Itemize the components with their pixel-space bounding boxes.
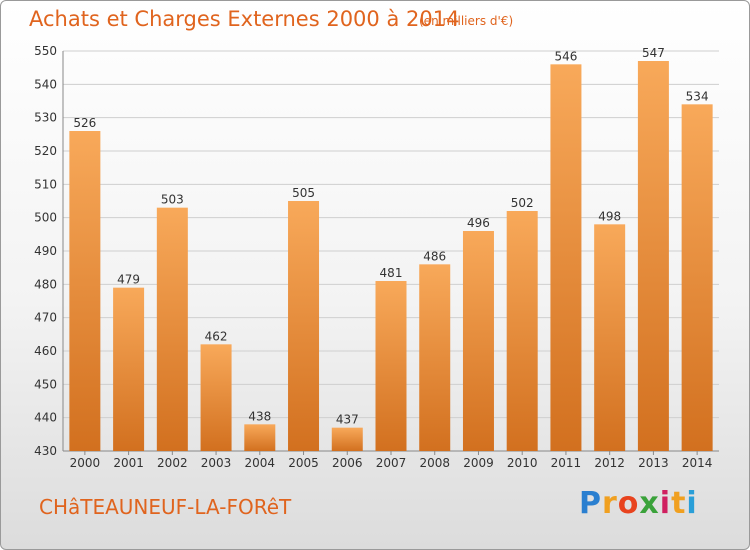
y-tick-label: 540 [34,77,57,91]
x-tick-label-2000: 2000 [70,456,101,470]
y-tick-label: 480 [34,277,57,291]
y-tick-label: 530 [34,111,57,125]
bar-2000 [69,131,101,451]
chart-title: Achats et Charges Externes 2000 à 2014 [29,7,460,31]
data-labels: 526 479 503 462 438 505 437 481 486 496 502 546 498 5… [73,46,708,427]
place-name: CHâTEAUNEUF-LA-FORêT [39,495,292,519]
x-tick-label-2013: 2013 [638,456,669,470]
y-tick-label: 450 [34,377,57,391]
bar-2007 [375,281,407,451]
data-label-2007: 481 [380,266,403,280]
x-tick-label-2012: 2012 [594,456,625,470]
data-label-2004: 438 [248,409,271,423]
x-tick-label-2006: 2006 [332,456,363,470]
data-label-2006: 437 [336,413,359,427]
logo-letter: o [617,486,640,521]
x-tick-label-2014: 2014 [682,456,713,470]
bar-2013 [637,61,669,451]
x-tick-label-2011: 2011 [551,456,582,470]
data-label-2012: 498 [598,209,621,223]
y-tick-label: 460 [34,344,57,358]
logo-letter: t [671,486,687,521]
proxiti-logo: Proxiti [579,486,698,521]
x-tick-label-2003: 2003 [201,456,232,470]
bar-2010 [506,211,538,451]
y-tick-label: 430 [34,444,57,458]
bar-2001 [113,287,145,451]
y-tick-label: 440 [34,411,57,425]
y-tick-label: 500 [34,211,57,225]
data-label-2008: 486 [423,249,446,263]
chart-subtitle: (en milliers d'€) [419,14,514,28]
data-label-2009: 496 [467,216,490,230]
logo-letter: i [659,486,672,521]
data-label-2014: 534 [686,89,709,103]
y-tick-label: 470 [34,311,57,325]
x-tick-label-2008: 2008 [419,456,450,470]
logo-letter: i [686,486,698,521]
data-label-2003: 462 [205,329,228,343]
x-tick-label-2001: 2001 [113,456,144,470]
logo-letter: r [602,486,618,521]
x-tick-label-2007: 2007 [376,456,407,470]
data-label-2013: 547 [642,46,665,60]
y-tick-label: 510 [34,177,57,191]
y-tick-label: 490 [34,244,57,258]
bar-2004 [244,424,276,451]
bar-2005 [288,201,320,451]
x-tick-label-2005: 2005 [288,456,319,470]
x-tick-label-2002: 2002 [157,456,188,470]
data-label-2011: 546 [554,49,577,63]
logo-letter: P [579,486,602,521]
bar-2002 [156,207,188,451]
bar-2008 [419,264,451,451]
logo-letter: x [639,486,660,521]
bar-2011 [550,64,582,452]
y-tick-label: 550 [34,44,57,58]
data-label-2010: 502 [511,196,534,210]
data-label-2002: 503 [161,193,184,207]
x-tick-label-2004: 2004 [245,456,276,470]
bar-2006 [331,427,363,451]
bar-2009 [462,231,494,451]
bar-2012 [594,224,626,451]
x-tick-label-2009: 2009 [463,456,494,470]
bar-2014 [681,104,713,451]
data-label-2000: 526 [73,116,96,130]
bar-2003 [200,344,232,451]
data-label-2005: 505 [292,186,315,200]
y-tick-label: 520 [34,144,57,158]
x-tick-label-2010: 2010 [507,456,538,470]
data-label-2001: 479 [117,273,140,287]
bars [69,61,713,452]
